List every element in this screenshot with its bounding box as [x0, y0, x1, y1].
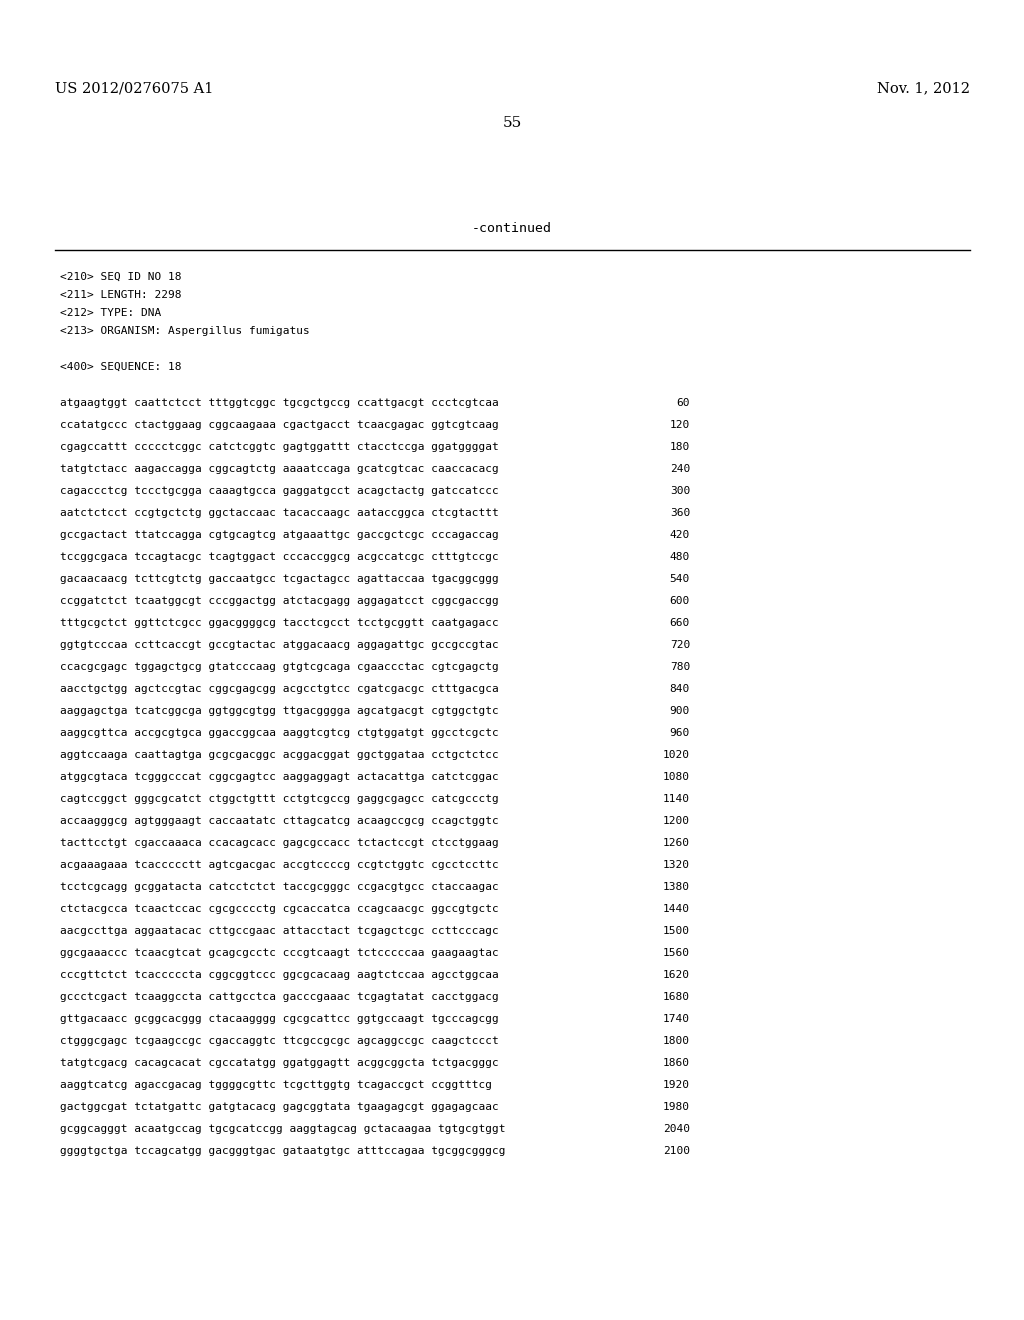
Text: 360: 360	[670, 508, 690, 517]
Text: 1320: 1320	[663, 861, 690, 870]
Text: 1260: 1260	[663, 838, 690, 847]
Text: 1200: 1200	[663, 816, 690, 826]
Text: 180: 180	[670, 442, 690, 451]
Text: 1440: 1440	[663, 904, 690, 913]
Text: 1140: 1140	[663, 795, 690, 804]
Text: 1620: 1620	[663, 970, 690, 979]
Text: <213> ORGANISM: Aspergillus fumigatus: <213> ORGANISM: Aspergillus fumigatus	[60, 326, 309, 337]
Text: 1920: 1920	[663, 1080, 690, 1090]
Text: gcggcagggt acaatgccag tgcgcatccgg aaggtagcag gctacaagaa tgtgcgtggt: gcggcagggt acaatgccag tgcgcatccgg aaggta…	[60, 1125, 506, 1134]
Text: 840: 840	[670, 684, 690, 694]
Text: 2040: 2040	[663, 1125, 690, 1134]
Text: gactggcgat tctatgattc gatgtacacg gagcggtata tgaagagcgt ggagagcaac: gactggcgat tctatgattc gatgtacacg gagcggt…	[60, 1102, 499, 1111]
Text: gttgacaacc gcggcacggg ctacaagggg cgcgcattcc ggtgccaagt tgcccagcgg: gttgacaacc gcggcacggg ctacaagggg cgcgcat…	[60, 1014, 499, 1024]
Text: aatctctcct ccgtgctctg ggctaccaac tacaccaagc aataccggca ctcgtacttt: aatctctcct ccgtgctctg ggctaccaac tacacca…	[60, 508, 499, 517]
Text: atggcgtaca tcgggcccat cggcgagtcc aaggaggagt actacattga catctcggac: atggcgtaca tcgggcccat cggcgagtcc aaggagg…	[60, 772, 499, 781]
Text: 420: 420	[670, 531, 690, 540]
Text: 1800: 1800	[663, 1036, 690, 1045]
Text: 480: 480	[670, 552, 690, 562]
Text: <400> SEQUENCE: 18: <400> SEQUENCE: 18	[60, 362, 181, 372]
Text: 1500: 1500	[663, 927, 690, 936]
Text: 540: 540	[670, 574, 690, 583]
Text: 1020: 1020	[663, 750, 690, 760]
Text: aggtccaaga caattagtga gcgcgacggc acggacggat ggctggataa cctgctctcc: aggtccaaga caattagtga gcgcgacggc acggacg…	[60, 750, 499, 760]
Text: gccctcgact tcaaggccta cattgcctca gacccgaaac tcgagtatat cacctggacg: gccctcgact tcaaggccta cattgcctca gacccga…	[60, 993, 499, 1002]
Text: 120: 120	[670, 420, 690, 430]
Text: gacaacaacg tcttcgtctg gaccaatgcc tcgactagcc agattaccaa tgacggcggg: gacaacaacg tcttcgtctg gaccaatgcc tcgacta…	[60, 574, 499, 583]
Text: <211> LENGTH: 2298: <211> LENGTH: 2298	[60, 290, 181, 300]
Text: 600: 600	[670, 597, 690, 606]
Text: 2100: 2100	[663, 1146, 690, 1156]
Text: atgaagtggt caattctcct tttggtcggc tgcgctgccg ccattgacgt ccctcgtcaa: atgaagtggt caattctcct tttggtcggc tgcgctg…	[60, 399, 499, 408]
Text: cagtccggct gggcgcatct ctggctgttt cctgtcgccg gaggcgagcc catcgccctg: cagtccggct gggcgcatct ctggctgttt cctgtcg…	[60, 795, 499, 804]
Text: 1080: 1080	[663, 772, 690, 781]
Text: ggcgaaaccc tcaacgtcat gcagcgcctc cccgtcaagt tctcccccaa gaagaagtac: ggcgaaaccc tcaacgtcat gcagcgcctc cccgtca…	[60, 948, 499, 958]
Text: ccggatctct tcaatggcgt cccggactgg atctacgagg aggagatcct cggcgaccgg: ccggatctct tcaatggcgt cccggactgg atctacg…	[60, 597, 499, 606]
Text: cagaccctcg tccctgcgga caaagtgcca gaggatgcct acagctactg gatccatccc: cagaccctcg tccctgcgga caaagtgcca gaggatg…	[60, 486, 499, 496]
Text: 1980: 1980	[663, 1102, 690, 1111]
Text: tttgcgctct ggttctcgcc ggacggggcg tacctcgcct tcctgcggtt caatgagacc: tttgcgctct ggttctcgcc ggacggggcg tacctcg…	[60, 618, 499, 628]
Text: acgaaagaaa tcaccccctt agtcgacgac accgtccccg ccgtctggtc cgcctccttc: acgaaagaaa tcaccccctt agtcgacgac accgtcc…	[60, 861, 499, 870]
Text: cccgttctct tcacccccta cggcggtccc ggcgcacaag aagtctccaa agcctggcaa: cccgttctct tcacccccta cggcggtccc ggcgcac…	[60, 970, 499, 979]
Text: 660: 660	[670, 618, 690, 628]
Text: ggggtgctga tccagcatgg gacgggtgac gataatgtgc atttccagaa tgcggcgggcg: ggggtgctga tccagcatgg gacgggtgac gataatg…	[60, 1146, 506, 1156]
Text: ctgggcgagc tcgaagccgc cgaccaggtc ttcgccgcgc agcaggccgc caagctccct: ctgggcgagc tcgaagccgc cgaccaggtc ttcgccg…	[60, 1036, 499, 1045]
Text: 1560: 1560	[663, 948, 690, 958]
Text: ctctacgcca tcaactccac cgcgcccctg cgcaccatca ccagcaacgc ggccgtgctc: ctctacgcca tcaactccac cgcgcccctg cgcacca…	[60, 904, 499, 913]
Text: 720: 720	[670, 640, 690, 649]
Text: ccatatgccc ctactggaag cggcaagaaa cgactgacct tcaacgagac ggtcgtcaag: ccatatgccc ctactggaag cggcaagaaa cgactga…	[60, 420, 499, 430]
Text: aacgccttga aggaatacac cttgccgaac attacctact tcgagctcgc ccttcccagc: aacgccttga aggaatacac cttgccgaac attacct…	[60, 927, 499, 936]
Text: accaagggcg agtgggaagt caccaatatc cttagcatcg acaagccgcg ccagctggtc: accaagggcg agtgggaagt caccaatatc cttagca…	[60, 816, 499, 826]
Text: Nov. 1, 2012: Nov. 1, 2012	[877, 81, 970, 95]
Text: 1680: 1680	[663, 993, 690, 1002]
Text: aacctgctgg agctccgtac cggcgagcgg acgcctgtcc cgatcgacgc ctttgacgca: aacctgctgg agctccgtac cggcgagcgg acgcctg…	[60, 684, 499, 694]
Text: US 2012/0276075 A1: US 2012/0276075 A1	[55, 81, 213, 95]
Text: 60: 60	[677, 399, 690, 408]
Text: tccggcgaca tccagtacgc tcagtggact cccaccggcg acgccatcgc ctttgtccgc: tccggcgaca tccagtacgc tcagtggact cccaccg…	[60, 552, 499, 562]
Text: <210> SEQ ID NO 18: <210> SEQ ID NO 18	[60, 272, 181, 282]
Text: 55: 55	[503, 116, 521, 129]
Text: tatgtctacc aagaccagga cggcagtctg aaaatccaga gcatcgtcac caaccacacg: tatgtctacc aagaccagga cggcagtctg aaaatcc…	[60, 465, 499, 474]
Text: 240: 240	[670, 465, 690, 474]
Text: ggtgtcccaa ccttcaccgt gccgtactac atggacaacg aggagattgc gccgccgtac: ggtgtcccaa ccttcaccgt gccgtactac atggaca…	[60, 640, 499, 649]
Text: 1860: 1860	[663, 1059, 690, 1068]
Text: -continued: -continued	[472, 222, 552, 235]
Text: <212> TYPE: DNA: <212> TYPE: DNA	[60, 308, 161, 318]
Text: 780: 780	[670, 663, 690, 672]
Text: cgagccattt ccccctcggc catctcggtc gagtggattt ctacctccga ggatggggat: cgagccattt ccccctcggc catctcggtc gagtgga…	[60, 442, 499, 451]
Text: aaggtcatcg agaccgacag tggggcgttc tcgcttggtg tcagaccgct ccggtttcg: aaggtcatcg agaccgacag tggggcgttc tcgcttg…	[60, 1080, 492, 1090]
Text: 300: 300	[670, 486, 690, 496]
Text: gccgactact ttatccagga cgtgcagtcg atgaaattgc gaccgctcgc cccagaccag: gccgactact ttatccagga cgtgcagtcg atgaaat…	[60, 531, 499, 540]
Text: 960: 960	[670, 729, 690, 738]
Text: 1380: 1380	[663, 882, 690, 892]
Text: tacttcctgt cgaccaaaca ccacagcacc gagcgccacc tctactccgt ctcctggaag: tacttcctgt cgaccaaaca ccacagcacc gagcgcc…	[60, 838, 499, 847]
Text: aaggcgttca accgcgtgca ggaccggcaa aaggtcgtcg ctgtggatgt ggcctcgctc: aaggcgttca accgcgtgca ggaccggcaa aaggtcg…	[60, 729, 499, 738]
Text: ccacgcgagc tggagctgcg gtatcccaag gtgtcgcaga cgaaccctac cgtcgagctg: ccacgcgagc tggagctgcg gtatcccaag gtgtcgc…	[60, 663, 499, 672]
Text: 1740: 1740	[663, 1014, 690, 1024]
Text: tatgtcgacg cacagcacat cgccatatgg ggatggagtt acggcggcta tctgacgggc: tatgtcgacg cacagcacat cgccatatgg ggatgga…	[60, 1059, 499, 1068]
Text: tcctcgcagg gcggatacta catcctctct taccgcgggc ccgacgtgcc ctaccaagac: tcctcgcagg gcggatacta catcctctct taccgcg…	[60, 882, 499, 892]
Text: 900: 900	[670, 706, 690, 715]
Text: aaggagctga tcatcggcga ggtggcgtgg ttgacgggga agcatgacgt cgtggctgtc: aaggagctga tcatcggcga ggtggcgtgg ttgacgg…	[60, 706, 499, 715]
